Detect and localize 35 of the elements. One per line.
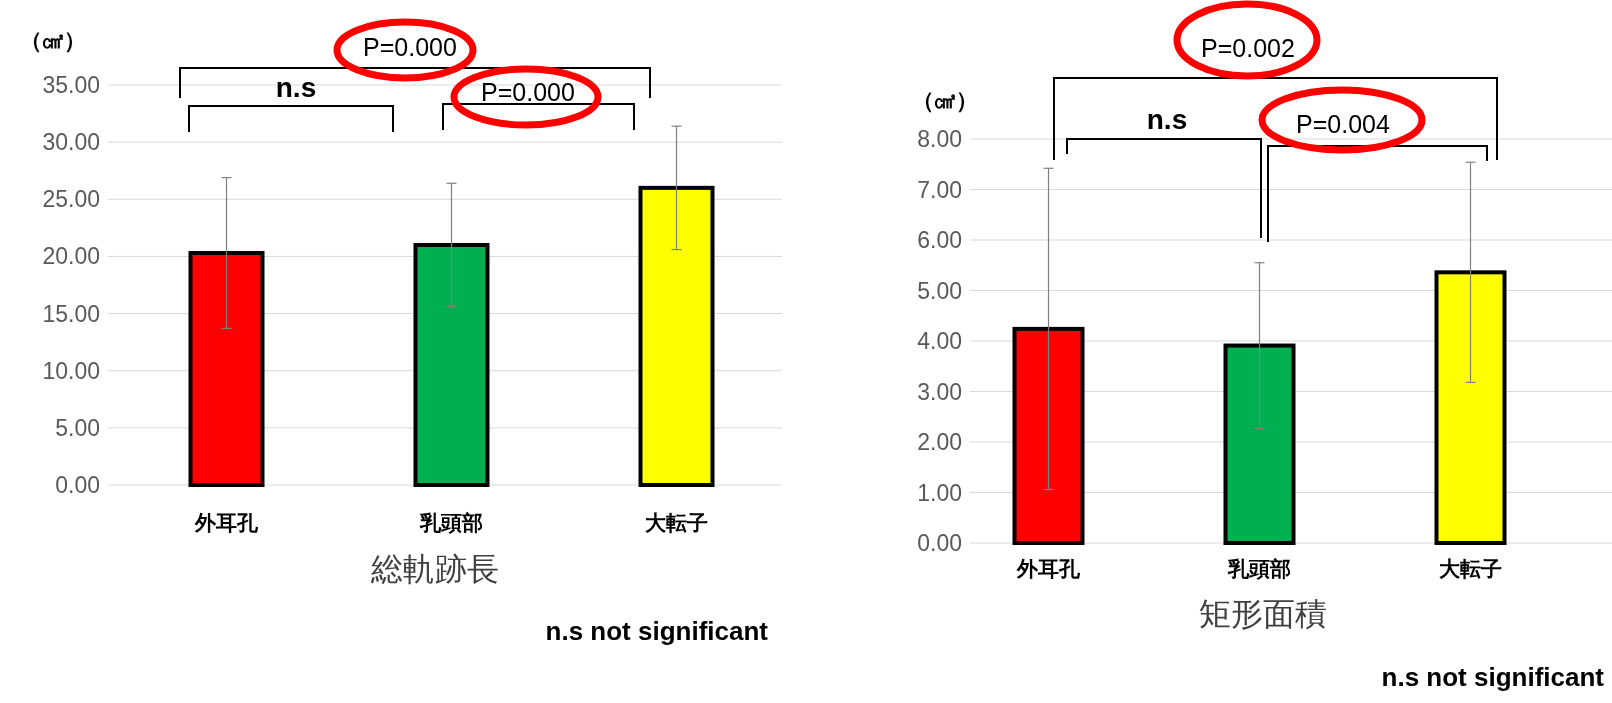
y-tick-label: 5.00: [917, 277, 962, 304]
text: n.s not significant: [1381, 662, 1605, 692]
text: P=0.004: [1296, 110, 1391, 138]
y-axis-title: （㎠）: [20, 28, 86, 53]
annotation: P=0.000: [481, 78, 575, 106]
x-tick-label: 外耳孔: [194, 511, 259, 534]
x-tick-label: 乳頭部: [1227, 557, 1291, 581]
x-tick-label: 大転子: [1439, 557, 1502, 580]
y-tick-label: 1.00: [917, 479, 962, 506]
text: n.s: [1146, 104, 1188, 135]
y-tick-label: 2.00: [917, 429, 962, 455]
y-tick-label: 0.00: [55, 472, 100, 498]
y-axis-title: （㎠）: [912, 88, 978, 113]
x-tick-label: 外耳孔: [1016, 557, 1081, 580]
y-tick-label: 35.00: [42, 72, 100, 98]
y-tick-label: 7.00: [917, 176, 962, 203]
x-tick-label: 乳頭部: [419, 511, 483, 535]
y-tick-label: 8.00: [917, 126, 962, 152]
y-tick-label: 25.00: [42, 186, 100, 213]
y-tick-label: 15.00: [42, 300, 100, 327]
x-axis-title: 総軌跡長: [370, 551, 499, 587]
y-tick-label: 6.00: [917, 227, 962, 253]
annotation: n.s: [275, 72, 317, 103]
text: n.s not significant: [545, 616, 769, 646]
y-tick-label: 3.00: [917, 378, 962, 405]
text: P=0.002: [1201, 34, 1295, 62]
x-axis-title: 矩形面積: [1199, 596, 1327, 632]
y-tick-label: 5.00: [55, 414, 100, 441]
y-tick-label: 4.00: [917, 328, 962, 354]
text: P=0.000: [363, 33, 457, 61]
y-tick-label: 30.00: [42, 129, 100, 156]
y-tick-label: 10.00: [42, 357, 100, 384]
y-tick-label: 0.00: [917, 530, 962, 556]
x-tick-label: 大転子: [645, 511, 708, 534]
y-tick-label: 20.00: [42, 243, 100, 270]
